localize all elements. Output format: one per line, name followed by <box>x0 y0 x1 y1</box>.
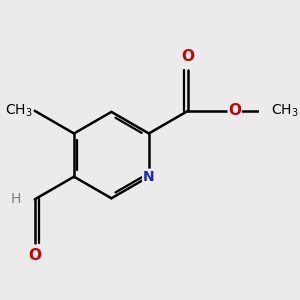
Text: H: H <box>11 192 21 206</box>
Text: N: N <box>143 170 154 184</box>
Text: O: O <box>228 103 241 118</box>
Text: CH$_3$: CH$_3$ <box>4 103 32 119</box>
Text: O: O <box>28 248 41 263</box>
Text: CH$_3$: CH$_3$ <box>272 103 299 119</box>
Text: O: O <box>182 49 195 64</box>
